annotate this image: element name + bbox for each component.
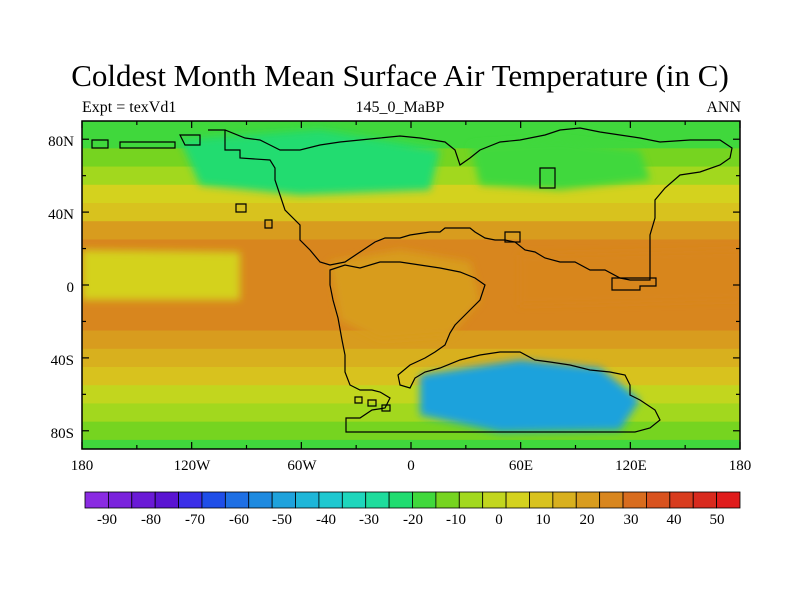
colorbar-swatch	[622, 491, 647, 509]
colorbar-swatch	[201, 491, 226, 509]
lat-band	[82, 403, 740, 423]
colorbar-swatch	[295, 491, 320, 509]
colorbar-swatch	[552, 491, 577, 509]
colorbar-swatch	[248, 491, 273, 509]
colorbar-swatch	[599, 491, 624, 509]
colorbar-swatch	[716, 491, 741, 509]
colorbar-label: -80	[141, 512, 161, 528]
colorbar-swatch	[529, 491, 554, 509]
colorbar-swatch	[669, 491, 694, 509]
colorbar-swatch	[505, 491, 530, 509]
lon-label: 180	[729, 458, 752, 474]
lon-label: 180	[71, 458, 94, 474]
colorbar-label: -40	[316, 512, 336, 528]
colorbar-label: 10	[536, 512, 551, 528]
colorbar-swatch	[692, 491, 718, 509]
lon-label: 60W	[287, 458, 317, 474]
lat-labels: 80N 40N 0 40S 80S	[48, 134, 74, 442]
experiment-label: Expt = texVd1	[82, 99, 177, 116]
lat-band	[82, 348, 740, 368]
lat-band	[82, 367, 740, 386]
colorbar-swatch	[107, 491, 133, 509]
colorbar-label: -70	[185, 512, 205, 528]
colorbar-swatch	[341, 491, 367, 509]
colorbar	[84, 491, 741, 509]
colorbar-label: -10	[446, 512, 466, 528]
lon-label: 0	[407, 458, 415, 474]
colorbar-swatch	[458, 491, 484, 509]
lat-label: 0	[67, 280, 75, 296]
colorbar-swatch	[365, 491, 390, 509]
colorbar-swatch	[388, 491, 413, 509]
colorbar-swatch	[84, 491, 109, 509]
colorbar-swatch	[435, 491, 460, 509]
colorbar-swatch	[224, 491, 250, 509]
colorbar-label: 40	[667, 512, 682, 528]
lon-labels: 180 120W 60W 0 60E 120E 180	[71, 458, 752, 474]
lat-band	[82, 203, 740, 222]
regional-anomalies	[82, 130, 740, 432]
colorbar-labels: -90 -80 -70 -60 -50 -40 -30 -20 -10 0 10…	[97, 512, 725, 528]
time-label: 145_0_MaBP	[355, 99, 445, 116]
colorbar-label: -50	[272, 512, 292, 528]
colorbar-label: 0	[495, 512, 503, 528]
lat-band	[82, 330, 740, 350]
lat-label: 80N	[48, 134, 74, 150]
axis-ticks	[81, 121, 741, 449]
lon-label: 120W	[174, 458, 212, 474]
colorbar-label: -20	[403, 512, 423, 528]
colorbar-swatch	[154, 491, 179, 509]
lat-label: 40N	[48, 207, 74, 223]
lat-band	[82, 421, 740, 441]
colorbar-label: -30	[359, 512, 379, 528]
lon-label: 120E	[615, 458, 647, 474]
figure-title: Coldest Month Mean Surface Air Temperatu…	[71, 58, 729, 93]
colorbar-swatch	[646, 491, 671, 509]
continent-outlines	[91, 127, 733, 433]
colorbar-swatch	[482, 491, 507, 509]
colorbar-label: 20	[580, 512, 595, 528]
lon-label: 60E	[509, 458, 533, 474]
colorbar-swatch	[131, 491, 156, 509]
map-field	[82, 121, 740, 449]
lat-label: 40S	[51, 353, 74, 369]
colorbar-swatch	[318, 491, 343, 509]
lat-band	[82, 221, 740, 240]
lat-band	[82, 239, 740, 259]
colorbar-swatch	[271, 491, 296, 509]
colorbar-swatch	[575, 491, 601, 509]
colorbar-label: 50	[710, 512, 725, 528]
colorbar-swatch	[178, 491, 203, 509]
season-label: ANN	[706, 99, 741, 116]
colorbar-label: -90	[97, 512, 117, 528]
colorbar-label: 30	[624, 512, 639, 528]
colorbar-label: -60	[229, 512, 249, 528]
lat-label: 80S	[51, 426, 74, 442]
colorbar-swatch	[412, 491, 437, 509]
